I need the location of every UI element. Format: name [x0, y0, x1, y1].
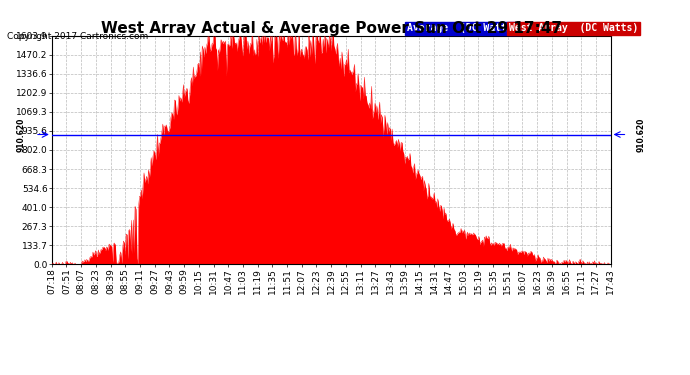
Text: Average  (DC Watts): Average (DC Watts)	[406, 23, 518, 33]
Text: West Array  (DC Watts): West Array (DC Watts)	[509, 23, 638, 33]
Text: 910.620: 910.620	[637, 117, 646, 152]
Title: West Array Actual & Average Power Sun Oct 29 17:47: West Array Actual & Average Power Sun Oc…	[101, 21, 562, 36]
Text: 910.620: 910.620	[17, 117, 26, 152]
Text: Copyright 2017 Cartronics.com: Copyright 2017 Cartronics.com	[7, 32, 148, 41]
